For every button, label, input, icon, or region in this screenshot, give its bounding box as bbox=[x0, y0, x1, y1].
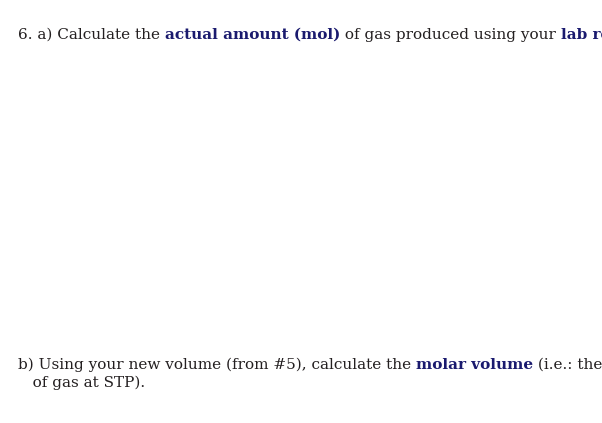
Text: 6. a) Calculate the: 6. a) Calculate the bbox=[18, 28, 165, 42]
Text: of gas produced using your: of gas produced using your bbox=[340, 28, 561, 42]
Text: of gas at STP).: of gas at STP). bbox=[18, 376, 145, 390]
Text: lab results: lab results bbox=[561, 28, 602, 42]
Text: b) Using your new volume (from #5), calculate the: b) Using your new volume (from #5), calc… bbox=[18, 358, 416, 372]
Text: (i.e.: the volume of 1: (i.e.: the volume of 1 bbox=[533, 358, 602, 372]
Text: molar volume: molar volume bbox=[416, 358, 533, 372]
Text: actual amount (mol): actual amount (mol) bbox=[165, 28, 340, 42]
